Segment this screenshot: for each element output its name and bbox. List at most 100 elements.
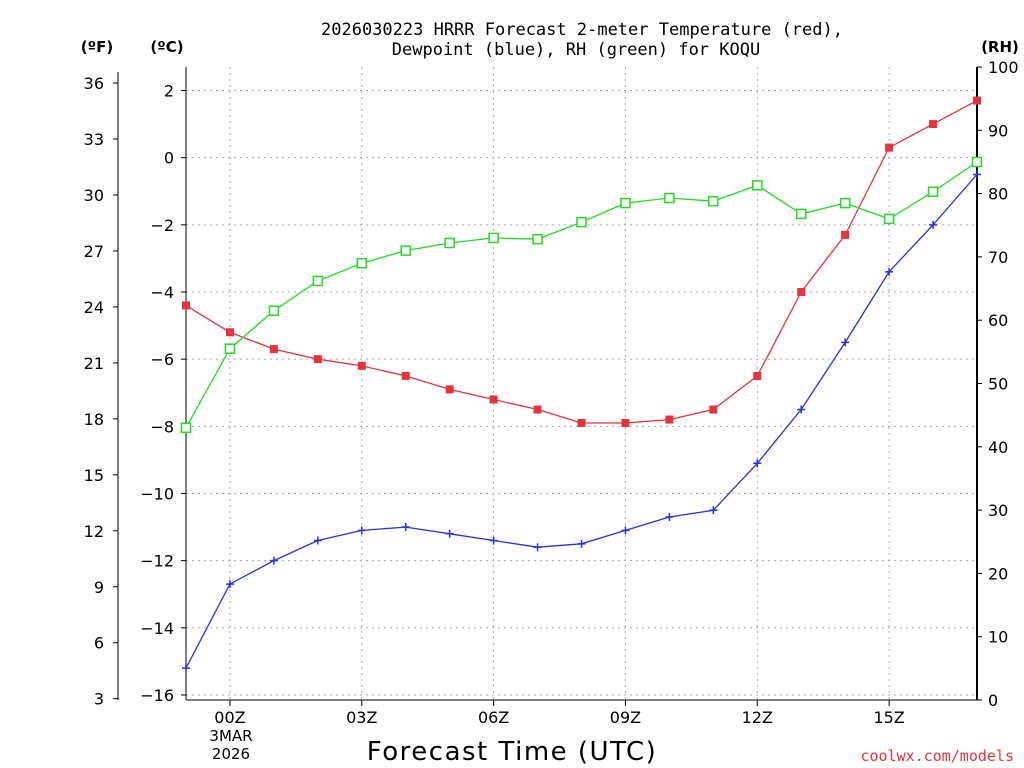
celsius-tick-label: −12	[140, 552, 174, 571]
fahrenheit-tick-label: 21	[84, 354, 104, 373]
rh-point	[795, 208, 807, 220]
rh-point	[971, 156, 983, 168]
rh-tick-label: 50	[988, 375, 1008, 394]
x-tick-label: 00Z	[214, 708, 245, 727]
rh-point	[752, 180, 763, 191]
fahrenheit-tick-label: 30	[84, 186, 104, 205]
x-tick-label: 03Z	[346, 708, 377, 727]
celsius-tick-label: −16	[140, 686, 174, 705]
rh-point	[180, 422, 192, 434]
x-tick-label: 15Z	[873, 708, 904, 727]
rh-tick-label: 80	[988, 185, 1008, 204]
fahrenheit-tick-label: 3	[94, 690, 104, 709]
temperature-point	[665, 415, 674, 424]
fahrenheit-tick-label: 12	[84, 522, 104, 541]
fahrenheit-tick-label: 15	[84, 466, 104, 485]
rh-point	[356, 257, 368, 269]
rh-tick-label: 70	[988, 248, 1008, 267]
dewpoint-point	[313, 536, 322, 545]
date-label-month: 3MAR	[209, 727, 252, 745]
dewpoint-point	[797, 405, 806, 414]
chart-title-line2: Dewpoint (blue), RH (green) for KOQU	[392, 40, 760, 60]
dewpoint-point	[489, 536, 498, 545]
temperature-point	[621, 418, 630, 427]
dewpoint-point	[269, 556, 278, 565]
temperature-point	[929, 120, 938, 129]
rh-tick-label: 60	[988, 311, 1008, 330]
temperature-point	[533, 405, 542, 414]
rh-tick-label: 30	[988, 501, 1008, 520]
temperature-point	[577, 418, 586, 427]
temperature-point	[182, 301, 190, 310]
rh-series	[180, 156, 983, 434]
data-series	[180, 96, 983, 673]
fahrenheit-tick-label: 27	[84, 242, 104, 261]
dewpoint-point	[357, 526, 366, 535]
rh-point	[576, 216, 587, 228]
celsius-tick-label: −6	[150, 350, 174, 369]
celsius-tick-label: 0	[164, 149, 174, 168]
fahrenheit-axis-unit: (ºF)	[81, 38, 113, 56]
rh-point	[708, 195, 719, 207]
rh-tick-label: 10	[988, 628, 1008, 647]
celsius-tick-label: 2	[164, 82, 174, 101]
dewpoint-point	[929, 220, 938, 229]
dewpoint-point	[709, 506, 718, 515]
rh-point	[444, 237, 455, 249]
rh-tick-label: 100	[988, 58, 1019, 77]
date-label-year: 2026	[212, 745, 250, 763]
dewpoint-point	[577, 539, 586, 548]
axes: 36333027242118151296320−2−4−6−8−10−12−14…	[84, 58, 1019, 727]
fahrenheit-tick-label: 36	[84, 74, 104, 93]
rh-tick-label: 90	[988, 121, 1008, 140]
temperature-point	[797, 287, 806, 296]
watermark: coolwx.com/models	[860, 747, 1014, 765]
celsius-tick-label: −2	[150, 216, 174, 235]
celsius-tick-label: −4	[150, 283, 174, 302]
chart-title-line1: 2026030223 HRRR Forecast 2-meter Tempera…	[321, 20, 843, 40]
fahrenheit-tick-label: 9	[94, 578, 104, 597]
rh-point	[664, 192, 675, 204]
rh-point	[532, 233, 543, 245]
celsius-tick-label: −8	[150, 417, 174, 436]
temperature-point	[841, 230, 850, 239]
temperature-point	[269, 345, 278, 354]
temperature-point	[753, 371, 762, 380]
dewpoint-point	[885, 267, 894, 276]
dewpoint-point	[973, 170, 981, 179]
celsius-tick-label: −14	[140, 619, 174, 638]
temperature-point	[885, 143, 894, 152]
dewpoint-point	[533, 543, 542, 552]
x-tick-label: 06Z	[478, 708, 509, 727]
fahrenheit-tick-label: 18	[84, 410, 104, 429]
temperature-point	[225, 328, 234, 337]
rh-point	[400, 245, 411, 256]
temperature-series	[182, 96, 981, 427]
temperature-point	[357, 361, 366, 370]
dewpoint-point	[841, 338, 850, 347]
fahrenheit-tick-label: 24	[84, 298, 104, 317]
x-axis-label: Forecast Time (UTC)	[367, 737, 658, 767]
rh-point	[883, 213, 895, 225]
rh-tick-label: 20	[988, 564, 1008, 583]
grid-lines	[186, 67, 977, 700]
temperature-line	[185, 100, 978, 424]
dewpoint-series	[182, 170, 981, 673]
fahrenheit-tick-label: 6	[94, 634, 104, 653]
x-tick-label: 12Z	[742, 708, 773, 727]
dewpoint-point	[445, 529, 454, 538]
temperature-point	[709, 405, 718, 414]
dewpoint-point	[182, 664, 190, 673]
dewpoint-point	[753, 459, 762, 468]
rh-point	[268, 305, 280, 316]
rh-line	[185, 161, 978, 429]
rh-axis-unit: (RH)	[981, 38, 1019, 56]
temperature-point	[973, 96, 981, 105]
rh-point	[620, 197, 631, 209]
dewpoint-point	[621, 526, 630, 535]
dewpoint-point	[401, 523, 410, 532]
rh-point	[224, 343, 236, 354]
temperature-point	[489, 395, 498, 404]
rh-tick-label: 40	[988, 438, 1008, 457]
